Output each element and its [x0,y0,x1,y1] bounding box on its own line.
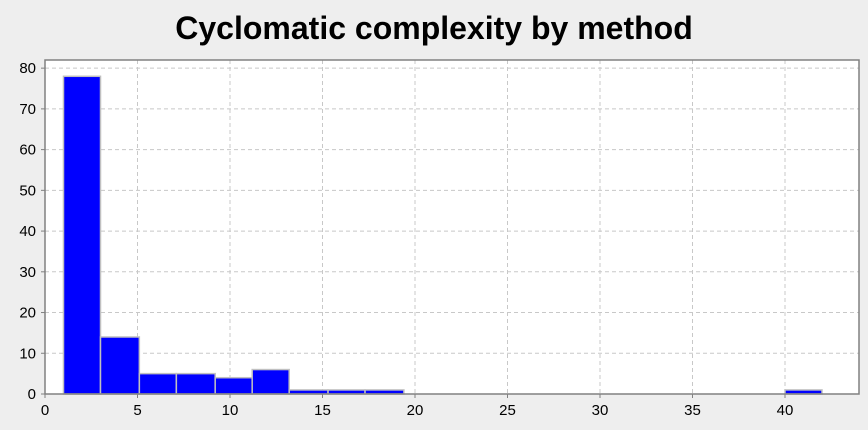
x-tick-label: 5 [133,402,141,419]
y-tick-label: 30 [19,264,36,281]
x-tick-label: 20 [407,402,424,419]
histogram-bar [99,336,141,395]
x-tick-label: 35 [684,402,701,419]
y-tick-label: 40 [19,223,36,240]
y-tick-label: 0 [28,386,36,403]
x-tick-label: 0 [41,402,49,419]
histogram-bar [138,372,178,395]
y-tick-label: 50 [19,182,36,199]
histogram-bar [62,75,102,395]
y-tick-label: 20 [19,305,36,322]
x-tick-label: 40 [777,402,794,419]
x-tick-label: 30 [592,402,609,419]
x-tick-label: 10 [222,402,239,419]
chart-title: Cyclomatic complexity by method [175,10,693,46]
y-tick-label: 80 [19,60,36,77]
y-tick-label: 60 [19,142,36,159]
y-tick-label: 70 [19,101,36,118]
histogram-bar [251,368,290,395]
plot-border [44,59,860,395]
plot-area [45,60,859,394]
histogram-bar [175,372,216,395]
y-tick-label: 10 [19,345,36,362]
x-tick-label: 25 [499,402,516,419]
x-tick-label: 15 [314,402,331,419]
histogram-bar [214,376,253,395]
